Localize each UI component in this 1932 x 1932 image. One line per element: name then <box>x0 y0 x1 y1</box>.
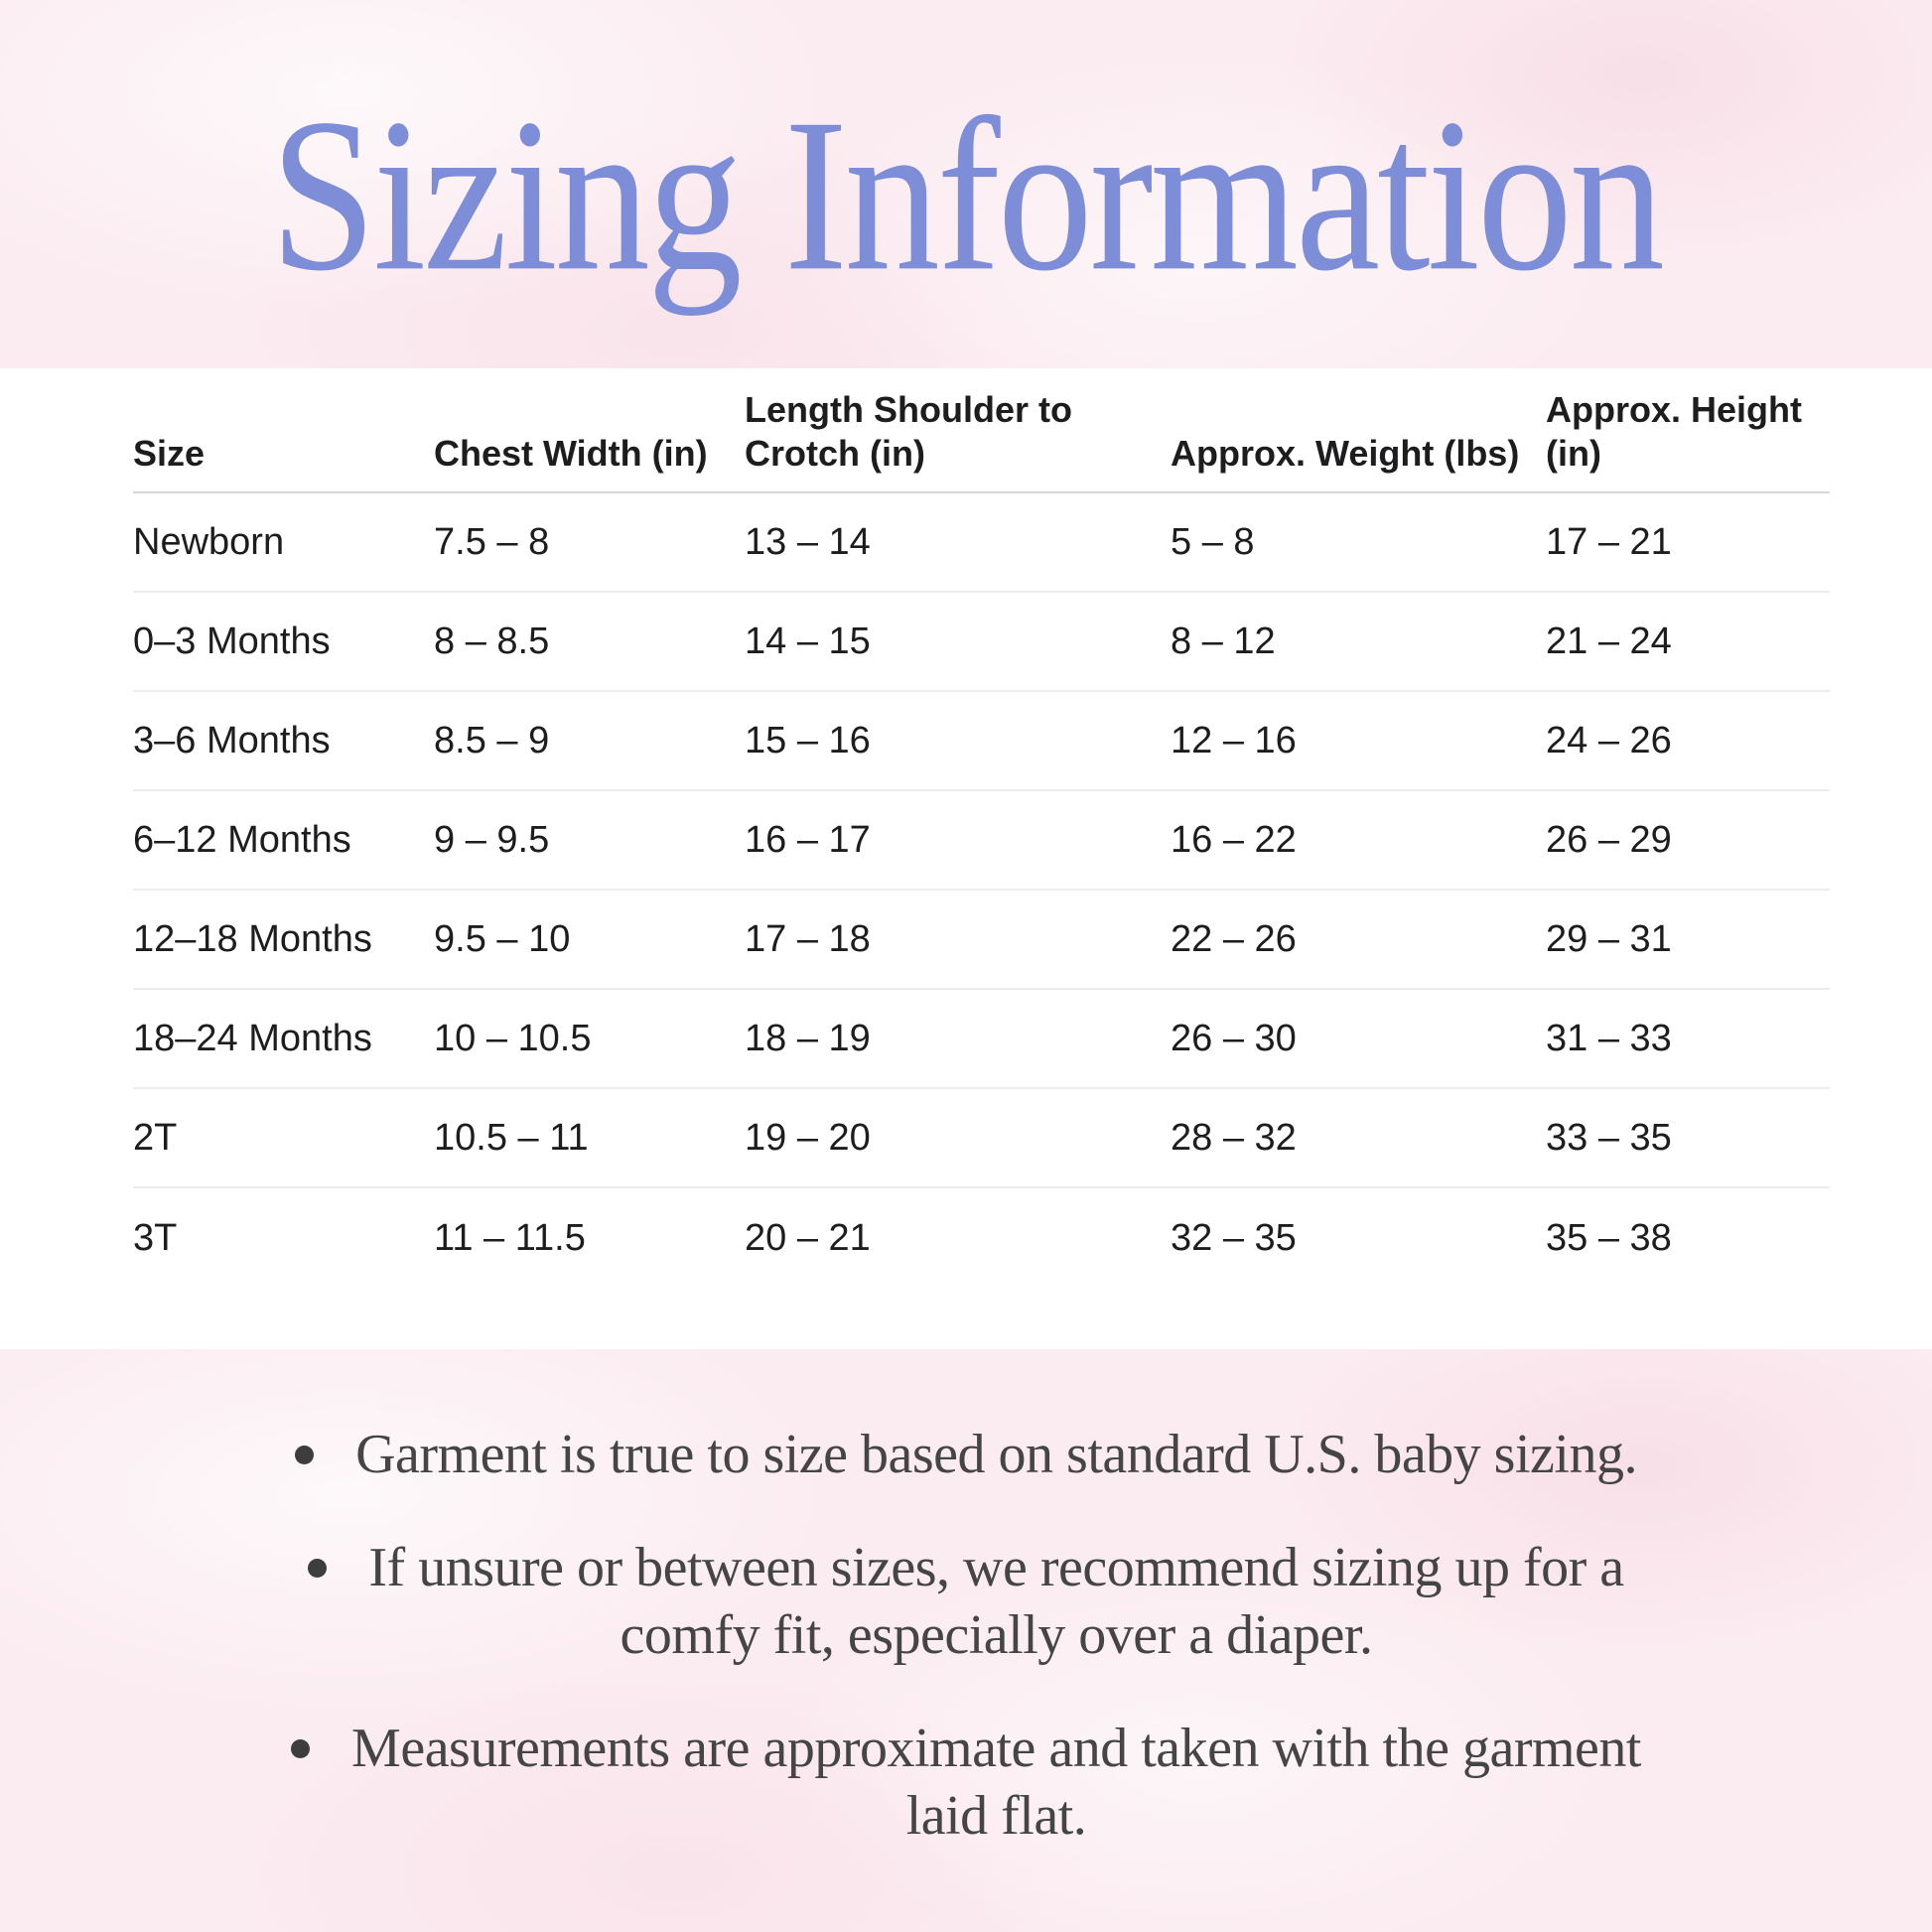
cell-height: 17 – 21 <box>1546 520 1672 563</box>
notes-band: Garment is true to size based on standar… <box>0 1349 1932 1932</box>
notes-list: Garment is true to size based on standar… <box>0 1349 1932 1850</box>
header-band: Sizing Information <box>0 0 1932 368</box>
cell-size: 6–12 Months <box>133 818 351 861</box>
table-row-6-12-months: 6–12 Months 9 – 9.5 16 – 17 16 – 22 26 –… <box>133 791 1830 891</box>
cell-weight: 5 – 8 <box>1171 520 1255 563</box>
table-row-newborn: Newborn 7.5 – 8 13 – 14 5 – 8 17 – 21 <box>133 493 1830 593</box>
table-row-3-6-months: 3–6 Months 8.5 – 9 15 – 16 12 – 16 24 – … <box>133 692 1830 791</box>
note-measurements: Measurements are approximate and taken w… <box>0 1715 1932 1850</box>
cell-height: 26 – 29 <box>1546 818 1672 861</box>
note-text: Garment is true to size based on standar… <box>355 1424 1637 1485</box>
header-cell-weight: Approx. Weight (lbs) <box>1171 433 1520 475</box>
header-cell-size: Size <box>133 433 206 475</box>
table-header-row: Size Chest Width (in) Length Shoulder to… <box>133 368 1830 493</box>
cell-size: 2T <box>133 1116 178 1159</box>
cell-chest: 11 – 11.5 <box>434 1216 586 1259</box>
header-cell-length: Length Shoulder to Crotch (in) <box>745 389 1072 475</box>
cell-length: 19 – 20 <box>745 1116 871 1159</box>
cell-height: 21 – 24 <box>1546 620 1672 662</box>
cell-length: 17 – 18 <box>745 917 871 960</box>
cell-height: 35 – 38 <box>1546 1216 1672 1259</box>
page-title: Sizing Information <box>270 72 1665 317</box>
cell-weight: 26 – 30 <box>1171 1017 1297 1059</box>
table-row-18-24-months: 18–24 Months 10 – 10.5 18 – 19 26 – 30 3… <box>133 990 1830 1089</box>
note-text: Measurements are approximate and taken w… <box>351 1718 1641 1847</box>
table-row-2t: 2T 10.5 – 11 19 – 20 28 – 32 33 – 35 <box>133 1089 1830 1188</box>
note-true-to-size: Garment is true to size based on standar… <box>0 1421 1932 1488</box>
cell-weight: 32 – 35 <box>1171 1216 1297 1259</box>
cell-chest: 8.5 – 9 <box>434 719 550 761</box>
cell-height: 29 – 31 <box>1546 917 1672 960</box>
bullet-icon <box>295 1446 315 1464</box>
cell-size: 12–18 Months <box>133 917 372 960</box>
bullet-icon <box>291 1739 311 1758</box>
cell-length: 18 – 19 <box>745 1017 871 1059</box>
cell-height: 24 – 26 <box>1546 719 1672 761</box>
table-section: Size Chest Width (in) Length Shoulder to… <box>0 368 1932 1349</box>
bullet-icon <box>308 1559 328 1578</box>
cell-weight: 8 – 12 <box>1171 620 1276 662</box>
cell-weight: 16 – 22 <box>1171 818 1297 861</box>
note-text: If unsure or between sizes, we recommend… <box>368 1537 1624 1666</box>
note-sizing-up: If unsure or between sizes, we recommend… <box>0 1534 1932 1669</box>
table-row-0-3-months: 0–3 Months 8 – 8.5 14 – 15 8 – 12 21 – 2… <box>133 593 1830 692</box>
table-row-3t: 3T 11 – 11.5 20 – 21 32 – 35 35 – 38 <box>133 1188 1830 1288</box>
cell-height: 31 – 33 <box>1546 1017 1672 1059</box>
cell-size: 3T <box>133 1216 178 1259</box>
cell-size: 18–24 Months <box>133 1017 372 1059</box>
cell-chest: 9 – 9.5 <box>434 818 550 861</box>
cell-height: 33 – 35 <box>1546 1116 1672 1159</box>
cell-length: 13 – 14 <box>745 520 871 563</box>
cell-weight: 22 – 26 <box>1171 917 1297 960</box>
cell-weight: 12 – 16 <box>1171 719 1297 761</box>
cell-chest: 9.5 – 10 <box>434 917 571 960</box>
cell-length: 14 – 15 <box>745 620 871 662</box>
cell-chest: 8 – 8.5 <box>434 620 550 662</box>
sizing-table: Size Chest Width (in) Length Shoulder to… <box>133 368 1830 1288</box>
cell-length: 20 – 21 <box>745 1216 871 1259</box>
cell-size: 3–6 Months <box>133 719 331 761</box>
header-cell-height: Approx. Height (in) <box>1546 389 1802 475</box>
cell-length: 15 – 16 <box>745 719 871 761</box>
cell-chest: 10.5 – 11 <box>434 1116 589 1159</box>
cell-size: 0–3 Months <box>133 620 331 662</box>
cell-size: Newborn <box>133 520 285 563</box>
cell-chest: 7.5 – 8 <box>434 520 550 563</box>
cell-chest: 10 – 10.5 <box>434 1017 592 1059</box>
cell-weight: 28 – 32 <box>1171 1116 1297 1159</box>
table-row-12-18-months: 12–18 Months 9.5 – 10 17 – 18 22 – 26 29… <box>133 891 1830 990</box>
header-cell-chest: Chest Width (in) <box>434 433 708 475</box>
cell-length: 16 – 17 <box>745 818 871 861</box>
